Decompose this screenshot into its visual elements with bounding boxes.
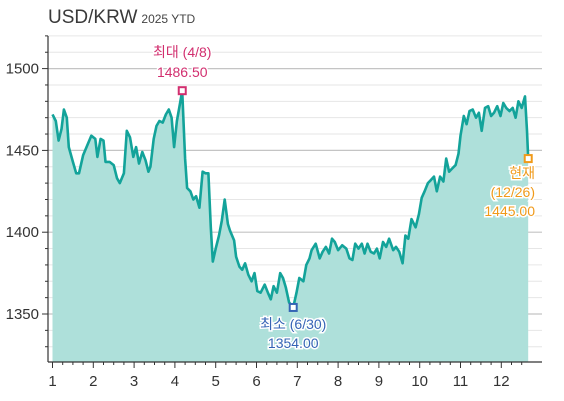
x-tick-label: 12	[493, 373, 510, 390]
x-tick-label: 4	[171, 373, 179, 390]
subtitle-text: 2025 YTD	[141, 12, 196, 26]
current-label: 현재	[509, 165, 535, 181]
x-tick-label: 6	[252, 373, 260, 390]
min-label: 최소 (6/30)	[260, 316, 326, 332]
current-date-label: (12/26)	[491, 184, 535, 200]
x-tick-label: 7	[293, 373, 301, 390]
max-label: 최대 (4/8)	[153, 44, 211, 60]
current-marker	[523, 154, 533, 164]
max-marker	[177, 86, 187, 96]
x-tick-label: 11	[453, 373, 469, 390]
x-tick-label: 8	[334, 373, 342, 390]
current-value-label: 1445.00	[484, 203, 535, 219]
chart-title: USD/KRW 2025 YTD	[48, 7, 195, 29]
max-value-label: 1486.50	[157, 64, 208, 80]
area-fill	[52, 90, 529, 362]
x-tick-label: 3	[130, 373, 138, 390]
x-tick-label: 5	[212, 373, 220, 390]
y-tick-label: 1500	[6, 61, 39, 78]
y-tick-label: 1450	[6, 142, 39, 159]
title-text: USD/KRW	[48, 7, 138, 28]
x-tick-label: 2	[89, 373, 97, 390]
x-tick-label: 9	[375, 373, 383, 390]
annotations: 최대 (4/8) 1486.50 최소 (6/30) 1354.00 현재 (12/26)…	[152, 43, 537, 353]
min-marker	[288, 302, 298, 312]
min-value-label: 1354.00	[268, 335, 319, 351]
series-line	[51, 89, 530, 309]
y-tick-label: 1400	[6, 224, 39, 241]
y-tick-label: 1350	[6, 306, 39, 323]
x-tick-label: 1	[48, 373, 56, 390]
x-tick-label: 10	[411, 373, 428, 390]
